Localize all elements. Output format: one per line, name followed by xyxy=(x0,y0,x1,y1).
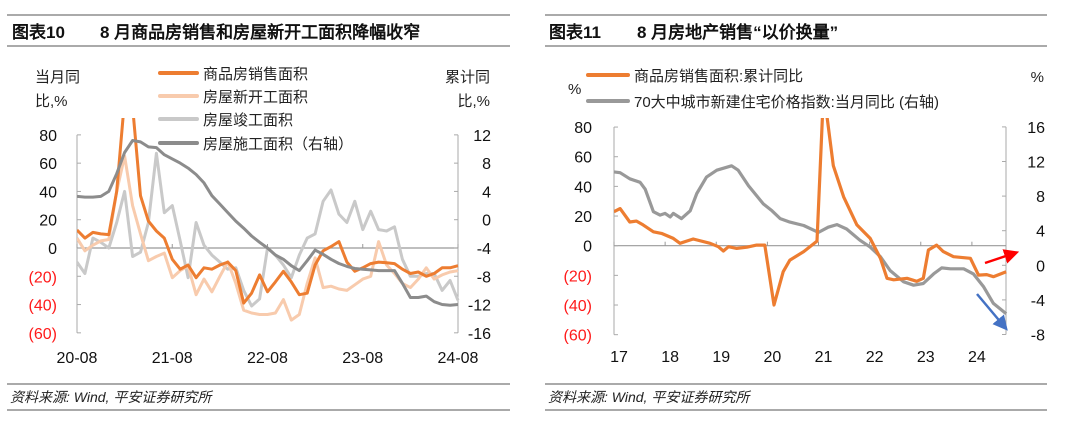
x-tick-label: 17 xyxy=(610,349,628,366)
right-tick-label: 8 xyxy=(1036,189,1045,206)
right-tick-label: 0 xyxy=(1036,258,1045,275)
legend-label: 房屋施工面积（右轴） xyxy=(203,136,353,153)
right-axis-title-line2: 比,% xyxy=(457,93,490,110)
x-tick-label: 19 xyxy=(712,349,730,366)
plot-area xyxy=(614,118,1008,315)
x-tick-label: 20-08 xyxy=(57,350,98,367)
left-tick-label: (20) xyxy=(29,269,57,286)
source-note: 资料来源: Wind, 平安证券研究所 xyxy=(548,389,751,405)
legend-label: 房屋新开工面积 xyxy=(203,89,308,106)
figure-number: 图表10 xyxy=(12,22,65,42)
left-tick-label: (40) xyxy=(564,298,592,315)
left-tick-label: (40) xyxy=(29,298,57,315)
right-tick-label: -12 xyxy=(468,298,491,315)
right-tick-label: 12 xyxy=(1027,155,1045,172)
x-tick-label: 21 xyxy=(815,349,833,366)
left-axis-title: % xyxy=(568,81,581,98)
plot-area xyxy=(77,118,460,322)
left-tick-label: (60) xyxy=(564,328,592,345)
left-tick-label: (60) xyxy=(29,326,57,343)
right-tick-label: 16 xyxy=(1027,120,1045,137)
left-tick-label: 60 xyxy=(574,150,592,167)
x-tick-label: 22-08 xyxy=(247,350,288,367)
chart-sales-starts: 806040200(20)(40)(60)12840-4-8-12-1620-0… xyxy=(29,66,492,367)
series-line-0 xyxy=(77,118,459,305)
series-line-3 xyxy=(77,139,459,307)
panel-1: 图表10 8 月商品房销售和房屋新开工面积降幅收窄 资料来源: Wind, 平安… xyxy=(7,14,510,411)
x-tick-label: 22 xyxy=(866,349,884,366)
red-arrow-icon xyxy=(984,249,1020,265)
left-axis-title-line2: 比,% xyxy=(35,93,68,110)
figure-number: 图表11 xyxy=(549,22,601,42)
right-tick-label: 4 xyxy=(482,184,491,201)
legend-label: 70大中城市新建住宅价格指数:当月同比 (右轴) xyxy=(634,94,939,111)
right-axis-title: % xyxy=(1031,69,1044,86)
right-tick-label: 4 xyxy=(1036,224,1045,241)
x-tick-label: 18 xyxy=(661,349,679,366)
figure-title: 8 月商品房销售和房屋新开工面积降幅收窄 xyxy=(100,22,420,42)
legend-label: 商品房销售面积 xyxy=(203,66,308,83)
left-tick-label: 60 xyxy=(39,156,57,173)
legend-label: 商品房销售面积:累计同比 xyxy=(634,68,803,85)
right-tick-label: 8 xyxy=(482,156,491,173)
x-tick-label: 24 xyxy=(968,349,986,366)
series-line-1 xyxy=(614,164,1008,315)
left-tick-label: 80 xyxy=(39,128,57,145)
right-tick-label: 0 xyxy=(482,213,491,230)
x-tick-label: 23-08 xyxy=(342,350,383,367)
right-axis-title-line1: 累计同 xyxy=(445,69,490,86)
right-tick-label: -8 xyxy=(1031,328,1045,345)
source-note: 资料来源: Wind, 平安证券研究所 xyxy=(10,389,213,405)
right-tick-label: -16 xyxy=(468,326,491,343)
left-tick-label: 40 xyxy=(574,179,592,196)
panel-2: 图表11 8 月房地产销售“以价换量” 资料来源: Wind, 平安证券研究所 xyxy=(545,14,1047,411)
left-tick-label: 0 xyxy=(48,241,57,258)
x-tick-label: 23 xyxy=(917,349,935,366)
left-axis-title-line1: 当月同 xyxy=(35,69,80,86)
left-tick-label: 20 xyxy=(39,213,57,230)
blue-arrow-icon xyxy=(976,293,1008,331)
figure-title: 8 月房地产销售“以价换量” xyxy=(637,22,838,42)
right-tick-label: -4 xyxy=(1031,293,1045,310)
left-tick-label: 20 xyxy=(574,209,592,226)
left-tick-label: 0 xyxy=(583,239,592,256)
right-tick-label: -8 xyxy=(477,269,491,286)
legend-label: 房屋竣工面积 xyxy=(203,112,293,129)
x-tick-label: 21-08 xyxy=(152,350,193,367)
left-tick-label: 40 xyxy=(39,184,57,201)
left-tick-label: (20) xyxy=(564,268,592,285)
right-tick-label: -4 xyxy=(477,241,491,258)
series-line-1 xyxy=(77,154,459,322)
x-tick-label: 20 xyxy=(763,349,781,366)
right-tick-label: 12 xyxy=(473,128,491,145)
x-tick-label: 24-08 xyxy=(438,350,479,367)
series-line-0 xyxy=(614,118,1007,307)
left-tick-label: 80 xyxy=(574,120,592,137)
